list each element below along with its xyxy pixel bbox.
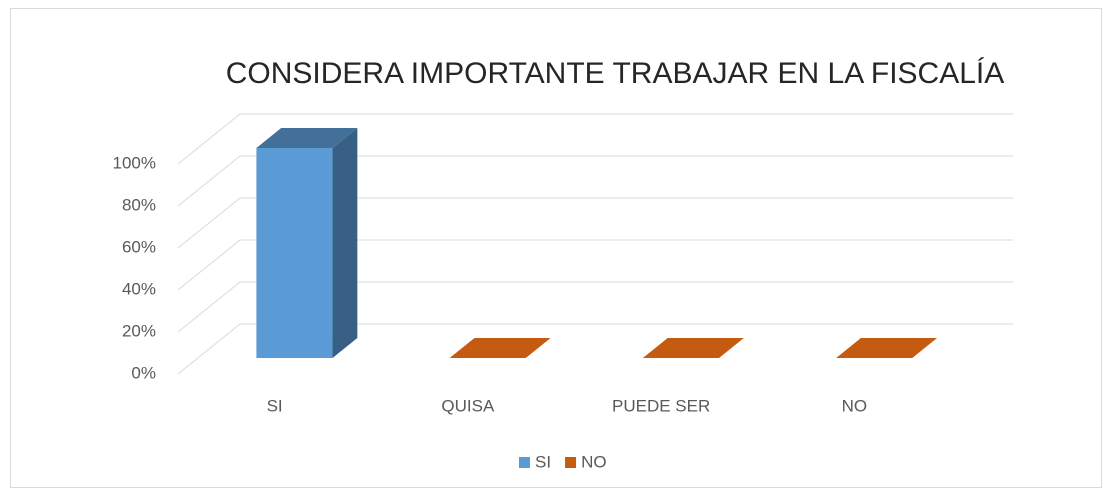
grid-line	[177, 323, 1013, 375]
legend-label: SI	[535, 452, 551, 471]
grid-line	[177, 281, 1013, 333]
y-tick-label: 0%	[131, 363, 156, 382]
chart-border	[10, 8, 1102, 488]
bar-top	[256, 128, 358, 148]
bar-top	[642, 338, 744, 358]
grid-line	[177, 113, 1013, 165]
chart-title: CONSIDERA IMPORTANTE TRABAJAR EN LA FISC…	[226, 57, 1005, 90]
bar	[449, 338, 551, 358]
legend-swatch	[565, 457, 577, 468]
bar-side	[332, 128, 358, 358]
bar-top	[449, 338, 551, 358]
y-tick-label: 20%	[122, 321, 156, 340]
y-tick-label: 60%	[122, 237, 156, 256]
legend-swatch	[519, 457, 530, 468]
bar-front	[256, 148, 333, 358]
x-tick-label: NO	[842, 396, 868, 415]
y-tick-label: 100%	[113, 153, 156, 172]
x-tick-label: SI	[267, 396, 283, 415]
x-tick-label: QUISA	[441, 396, 495, 415]
bar	[256, 128, 358, 358]
legend-label: NO	[581, 452, 607, 471]
bar	[836, 338, 938, 358]
grid-line	[177, 197, 1013, 249]
bar	[642, 338, 744, 358]
grid-line	[177, 155, 1013, 207]
grid-line	[177, 239, 1013, 291]
bar-top	[836, 338, 938, 358]
y-tick-label: 40%	[122, 279, 156, 298]
x-tick-label: PUEDE SER	[612, 396, 710, 415]
y-tick-label: 80%	[122, 195, 156, 214]
